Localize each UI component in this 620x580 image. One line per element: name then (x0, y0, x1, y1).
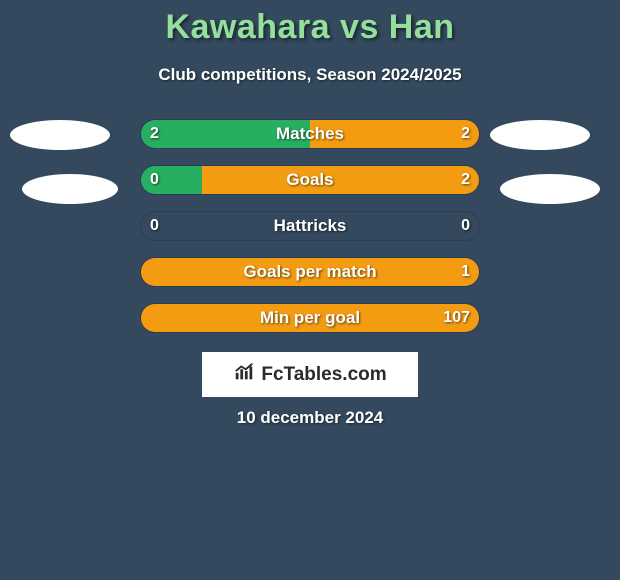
brand-text: FcTables.com (261, 364, 386, 386)
stat-row-matches: Matches22 (0, 119, 620, 149)
stat-rows: Matches22 Goals02 Hattricks00 Goals per mat… (0, 119, 620, 333)
stat-bar-right (202, 166, 479, 194)
stat-row-min_per_goal: Min per goal107 (0, 303, 620, 333)
stat-bar-track: Matches (140, 119, 480, 149)
stat-bar-right (141, 258, 479, 286)
footer-date: 10 december 2024 (0, 408, 620, 428)
chart-icon (233, 361, 255, 388)
stat-bar-right (310, 120, 479, 148)
stat-bar-track: Hattricks (140, 211, 480, 241)
stat-row-hattricks: Hattricks00 (0, 211, 620, 241)
brand-badge[interactable]: FcTables.com (202, 352, 418, 397)
stat-bar-track: Goals (140, 165, 480, 195)
comparison-card: Kawahara vs Han Club competitions, Seaso… (0, 0, 620, 580)
stat-bar-left (141, 120, 310, 148)
page-subtitle: Club competitions, Season 2024/2025 (0, 65, 620, 85)
stat-bar-right (141, 304, 479, 332)
stat-row-goals_per_match: Goals per match1 (0, 257, 620, 287)
stat-row-goals: Goals02 (0, 165, 620, 195)
stat-bar-track: Goals per match (140, 257, 480, 287)
stat-bar-track: Min per goal (140, 303, 480, 333)
page-title: Kawahara vs Han (0, 0, 620, 47)
stat-bar-left (141, 166, 202, 194)
stat-label: Hattricks (141, 212, 479, 240)
